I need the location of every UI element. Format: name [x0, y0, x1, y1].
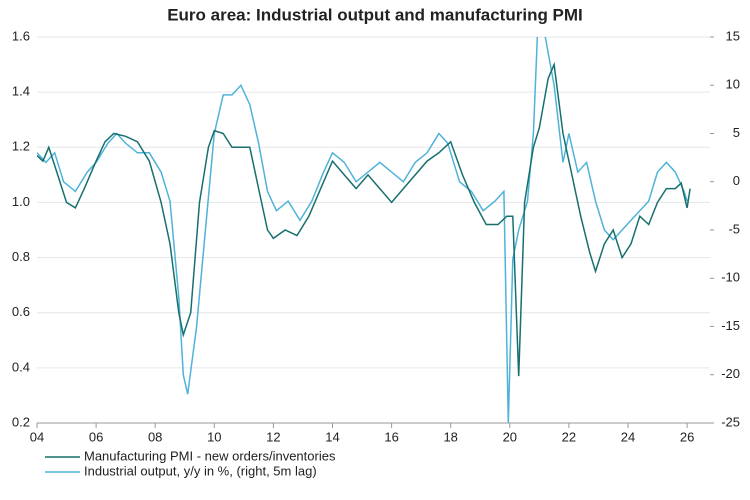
y2-tick-label: -10 [721, 270, 740, 285]
y2-tick-label: 5 [733, 125, 740, 140]
y2-tick-label: -5 [728, 221, 740, 236]
x-tick-label: 14 [325, 429, 339, 444]
x-tick-label: 10 [207, 429, 221, 444]
x-tick-label: 24 [621, 429, 635, 444]
series-line [37, 61, 691, 377]
y2-tick-label: -25 [721, 414, 740, 429]
y2-tick-label: 15 [726, 28, 740, 43]
y-tick-label: 0.4 [12, 359, 30, 374]
y-tick-label: 0.2 [12, 414, 30, 429]
legend-label: Manufacturing PMI - new orders/inventori… [84, 448, 336, 463]
x-tick-label: 08 [148, 429, 162, 444]
x-tick-label: 04 [30, 429, 44, 444]
x-tick-label: 20 [503, 429, 517, 444]
y-tick-label: 0.8 [12, 249, 30, 264]
y-tick-label: 1.2 [12, 139, 30, 154]
x-tick-label: 16 [384, 429, 398, 444]
y-tick-label: 1.0 [12, 194, 30, 209]
legend-label: Industrial output, y/y in %, (right, 5m … [84, 463, 317, 478]
x-tick-label: 26 [680, 429, 694, 444]
y-tick-label: 1.6 [12, 28, 30, 43]
y2-tick-label: 0 [733, 173, 740, 188]
y-tick-label: 0.6 [12, 304, 30, 319]
series-line [37, 37, 688, 423]
chart-title: Euro area: Industrial output and manufac… [167, 5, 583, 24]
y2-tick-label: -20 [721, 366, 740, 381]
y2-tick-label: -15 [721, 318, 740, 333]
plot-area [37, 37, 691, 423]
y2-tick-label: 10 [726, 77, 740, 92]
x-tick-label: 18 [443, 429, 457, 444]
x-tick-label: 12 [266, 429, 280, 444]
x-tick-label: 06 [89, 429, 103, 444]
y-tick-label: 1.4 [12, 84, 30, 99]
x-tick-label: 22 [562, 429, 576, 444]
